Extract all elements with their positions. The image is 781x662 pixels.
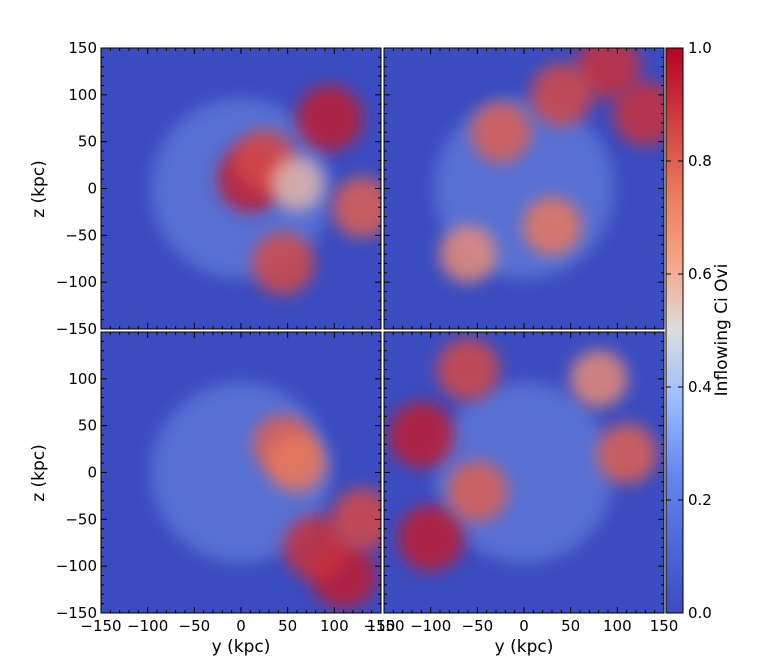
y-tick-label: 50 [78, 417, 97, 435]
x-tick-label: −150 [363, 617, 404, 635]
heatmap-hotspot [251, 232, 315, 295]
x-tick-label: −50 [179, 617, 211, 635]
colorbar-tick-label: 0.6 [688, 265, 712, 283]
y-tick-label: 100 [68, 370, 97, 388]
colorbar-tick-label: 0.4 [688, 378, 712, 396]
heatmap-hotspot [388, 401, 455, 469]
heatmap-hotspot [596, 423, 658, 485]
x-tick-label: −50 [462, 617, 494, 635]
panel-top-left [100, 47, 382, 330]
y-tick-label: −150 [56, 320, 97, 338]
x-tick-label: −150 [80, 617, 121, 635]
heatmap-layer [434, 48, 664, 283]
heatmap-hotspot [570, 350, 628, 408]
xlabel-left: y (kpc) [212, 637, 271, 657]
y-tick-label: 0 [87, 180, 97, 198]
colorbar-tick-label: 0.0 [688, 604, 712, 622]
heatmap-hotspot [470, 101, 532, 163]
heatmap-hotspot [575, 48, 641, 99]
axis-tick-labels: −150−100−50050100150−150−100−50050100−15… [56, 39, 679, 635]
heatmap-layer [151, 85, 381, 295]
x-tick-label: 50 [278, 617, 297, 635]
colorbar-tick-label: 0.2 [688, 491, 712, 509]
colorbar-label: Inflowing Ci Ovi [712, 264, 732, 397]
heatmap-hotspot [270, 157, 324, 211]
heatmap-hotspot [296, 85, 363, 152]
heatmap-hotspot [446, 460, 508, 522]
heatmap-hotspot [439, 225, 497, 283]
heatmap-hotspot [267, 433, 327, 493]
y-tick-label: −100 [56, 273, 97, 291]
x-tick-label: −100 [127, 617, 168, 635]
colorbar-gradient [665, 47, 684, 614]
x-tick-label: 50 [561, 617, 580, 635]
colorbar-tick-label: 0.8 [688, 152, 712, 170]
heatmap-hotspot [331, 176, 381, 238]
x-tick-label: 100 [320, 617, 349, 635]
heatmap-hotspot [331, 488, 381, 551]
x-tick-label: 150 [367, 617, 396, 635]
x-tick-label: 100 [603, 617, 632, 635]
y-tick-label: −150 [56, 604, 97, 622]
y-tick-label: 150 [68, 39, 97, 57]
heatmap-hotspot [436, 338, 500, 401]
x-tick-label: 0 [236, 617, 246, 635]
heatmap-hotspot [522, 196, 582, 256]
heatmap-hotspot [530, 63, 593, 127]
heatmap-hotspot [613, 81, 664, 146]
xlabel-right: y (kpc) [495, 637, 554, 657]
y-tick-label: −100 [56, 557, 97, 575]
y-tick-label: −50 [65, 226, 97, 244]
colorbar-ticks: 0.0 0.2 0.4 0.6 0.8 1.0 [666, 39, 712, 622]
heatmap-hotspot [397, 504, 464, 572]
y-tick-label: 100 [68, 86, 97, 104]
y-tick-label: 50 [78, 133, 97, 151]
x-tick-label: −100 [410, 617, 451, 635]
heatmap-layer [388, 338, 658, 572]
colorbar: 0.0 0.2 0.4 0.6 0.8 1.0 Inflowing Ci Ovi [665, 39, 732, 622]
y-tick-label: −50 [65, 510, 97, 528]
x-tick-label: 150 [650, 617, 679, 635]
panel-bottom-left [100, 331, 382, 614]
colorbar-tick-label: 1.0 [688, 39, 712, 57]
axis-ticks [100, 47, 665, 614]
y-tick-label: 0 [87, 464, 97, 482]
x-tick-label: 0 [519, 617, 529, 635]
panel-top-right [383, 47, 665, 330]
ylabel-bottom: z (kpc) [29, 444, 49, 502]
heatmap-layer [151, 382, 381, 609]
panel-bottom-right [383, 331, 665, 614]
ylabel-top: z (kpc) [29, 160, 49, 218]
heatmap-hotspot [283, 515, 348, 580]
